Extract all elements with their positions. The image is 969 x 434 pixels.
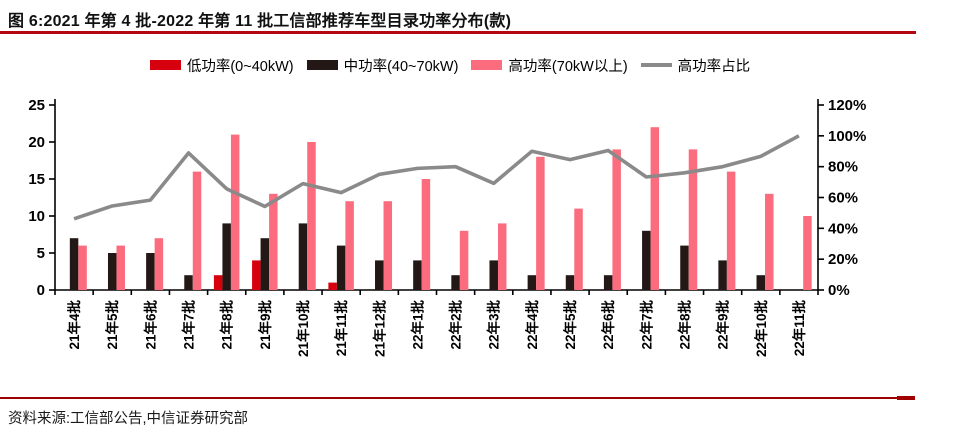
svg-text:22年10批: 22年10批 — [753, 300, 769, 358]
svg-text:25: 25 — [28, 97, 45, 114]
footer-rule-end-cap — [897, 396, 915, 400]
legend-label-mid-power: 中功率(40~70kW) — [343, 58, 459, 75]
legend-swatch-low-power-icon — [149, 60, 181, 70]
svg-text:21年11批: 21年11批 — [333, 300, 349, 357]
svg-text:22年9批: 22年9批 — [715, 300, 731, 350]
svg-text:21年8批: 21年8批 — [219, 300, 235, 350]
svg-text:22年4批: 22年4批 — [524, 300, 540, 350]
svg-text:0%: 0% — [828, 282, 850, 299]
legend-label-high-power-ratio: 高功率占比 — [677, 58, 751, 75]
svg-text:21年4批: 21年4批 — [66, 300, 82, 350]
svg-text:10: 10 — [28, 208, 45, 225]
svg-text:22年6批: 22年6批 — [600, 300, 616, 350]
chart-canvas: 0 5 10 15 20 25 0% 20% 40% 60% 80% 100% 120% 21年4批 21年… — [28, 97, 866, 358]
legend-swatch-mid-power-icon — [306, 60, 338, 70]
svg-text:22年8批: 22年8批 — [676, 300, 692, 350]
svg-text:22年3批: 22年3批 — [486, 300, 502, 350]
svg-text:22年5批: 22年5批 — [562, 300, 578, 350]
legend-label-high-power: 高功率(70kW以上) — [508, 58, 628, 75]
svg-text:20%: 20% — [828, 251, 858, 268]
svg-text:22年11批: 22年11批 — [791, 300, 807, 357]
svg-text:22年2批: 22年2批 — [448, 300, 464, 350]
svg-text:5: 5 — [37, 245, 45, 262]
svg-text:21年9批: 21年9批 — [257, 300, 273, 350]
legend-swatch-ratio-line-icon — [640, 63, 672, 67]
power-distribution-chart: 0 5 10 15 20 25 0% 20% 40% 60% 80% 100% 120% 21年4批 21年… — [0, 88, 969, 393]
legend-label-low-power: 低功率(0~40kW) — [186, 58, 294, 75]
svg-text:22年1批: 22年1批 — [409, 300, 425, 350]
title-underline-rule — [0, 31, 916, 34]
source-note: 资料来源:工信部公告,中信证券研究部 — [8, 411, 249, 427]
svg-text:21年7批: 21年7批 — [181, 300, 197, 350]
svg-text:21年6批: 21年6批 — [142, 300, 158, 350]
svg-text:80%: 80% — [828, 159, 858, 176]
svg-text:60%: 60% — [828, 190, 858, 207]
svg-text:20: 20 — [28, 134, 45, 151]
svg-text:15: 15 — [28, 171, 45, 188]
svg-text:21年5批: 21年5批 — [104, 300, 120, 350]
svg-text:40%: 40% — [828, 220, 858, 237]
svg-text:120%: 120% — [828, 97, 866, 114]
svg-text:21年10批: 21年10批 — [295, 300, 311, 358]
svg-text:100%: 100% — [828, 128, 866, 145]
legend-item-mid-power: 中功率(40~70kW) — [306, 55, 459, 76]
svg-text:0: 0 — [37, 282, 45, 299]
figure-title: 图 6:2021 年第 4 批-2022 年第 11 批工信部推荐车型目录功率分… — [8, 13, 512, 30]
svg-text:22年7批: 22年7批 — [638, 300, 654, 350]
legend-item-high-power: 高功率(70kW以上) — [471, 55, 628, 76]
svg-text:21年12批: 21年12批 — [371, 300, 387, 358]
legend-item-high-power-ratio: 高功率占比 — [640, 55, 751, 76]
legend-item-low-power: 低功率(0~40kW) — [149, 55, 294, 76]
chart-legend: 低功率(0~40kW) 中功率(40~70kW) 高功率(70kW以上) 高功率… — [0, 53, 900, 77]
legend-swatch-high-power-icon — [471, 60, 503, 70]
footer-rule — [0, 397, 897, 399]
